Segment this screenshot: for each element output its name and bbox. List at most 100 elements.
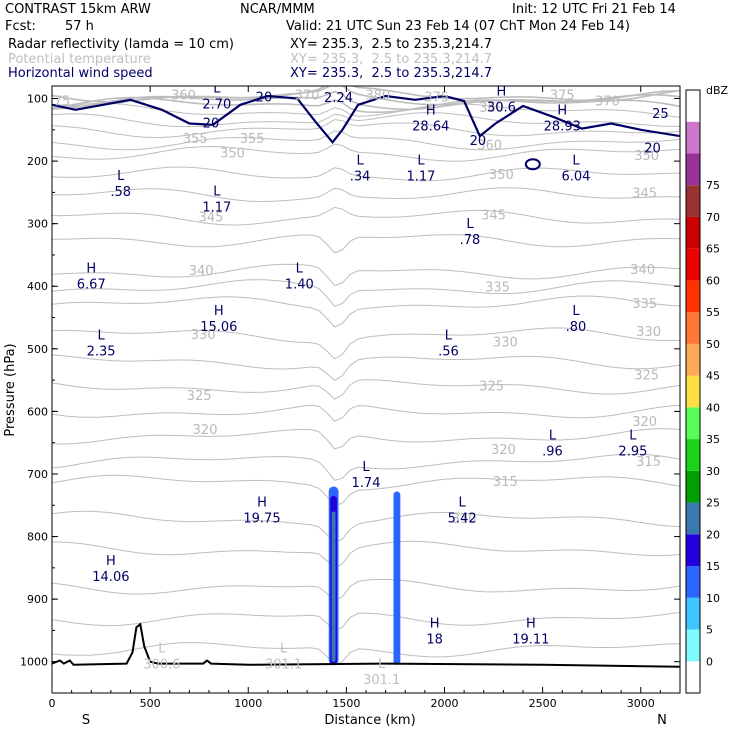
theta-label: 320 <box>632 415 657 430</box>
theta-label: 380 <box>365 88 390 103</box>
extremum-kind: L <box>572 153 580 168</box>
extremum-kind: L <box>378 657 386 672</box>
theta-label: 360 <box>171 88 196 103</box>
theta-label: 320 <box>491 443 516 458</box>
extremum-kind: H <box>214 304 224 319</box>
extremum-kind: L <box>417 153 425 168</box>
wind-contour-label: 20 <box>470 134 487 149</box>
extremum-value: 1.17 <box>202 201 231 216</box>
extremum-value: 2.24 <box>324 91 353 106</box>
field-theta-xy: XY= 235.3, 2.5 to 235.3,214.7 <box>290 52 493 67</box>
wind-contour-label: 20 <box>644 142 661 157</box>
theta-contours <box>52 86 680 666</box>
extremum-kind: L <box>158 641 166 656</box>
wind-contour-label: 20 <box>256 90 273 105</box>
x-tick-label: 2500 <box>529 697 557 710</box>
colorbar-cell <box>686 375 700 408</box>
colorbar-label: 55 <box>706 306 720 319</box>
extremum-value: 6.67 <box>77 278 106 293</box>
theta-label: 345 <box>199 210 224 225</box>
extremum-value: 300.6 <box>143 657 180 672</box>
theta-label: 330 <box>493 336 518 351</box>
colorbar-label: 65 <box>706 243 720 256</box>
theta-contour-line <box>52 187 680 203</box>
colorbar-cell <box>686 661 700 693</box>
extremum-value: .80 <box>566 320 587 335</box>
theta-contour-line <box>52 474 680 507</box>
terrain-line <box>52 622 680 668</box>
extremum-kind: H <box>497 85 507 100</box>
field-wind-xy: XY= 235.3, 2.5 to 235.3,214.7 <box>290 66 493 81</box>
theta-contour-line <box>52 578 680 602</box>
extremum-value: .78 <box>460 233 481 248</box>
colorbar-cell <box>686 407 700 440</box>
x-axis-label: Distance (km) <box>324 713 415 728</box>
y-tick-label: 500 <box>27 343 48 356</box>
theta-contour-line <box>52 279 680 307</box>
org-title: NCAR/MMM <box>240 2 315 17</box>
extremum-value: 5.42 <box>448 512 477 527</box>
extremum-value: 28.64 <box>412 119 449 134</box>
theta-label: 355 <box>240 132 265 147</box>
terrain <box>52 622 680 668</box>
reflectivity-column <box>393 491 401 665</box>
wind-contour-ring <box>524 158 541 171</box>
theta-label: 340 <box>630 263 655 278</box>
colorbar-unit: dBZ <box>706 84 729 97</box>
colorbar-cell <box>686 502 700 535</box>
colorbar-cell <box>686 312 700 344</box>
x-tick-label: 2000 <box>431 697 459 710</box>
theta-contour-line <box>52 540 680 569</box>
colorbar-cell <box>686 248 700 281</box>
extremum-value: 28.93 <box>544 119 581 134</box>
colorbar: 0 5 10 15 20 25 30 35 40 45 50 55 60 65 70 75 dBZ <box>685 84 729 694</box>
colorbar-label: 10 <box>706 592 720 605</box>
theta-label: 335 <box>632 297 657 312</box>
theta-label: 360 <box>479 101 504 116</box>
extremum-value: 1.40 <box>285 278 314 293</box>
theta-label: 370 <box>595 95 620 110</box>
extremum-kind: H <box>526 616 536 631</box>
y-axis-label: Pressure (hPa) <box>3 343 18 436</box>
theta-label: 370 <box>295 88 320 103</box>
theta-label: 315 <box>636 455 661 470</box>
extremum-kind: L <box>459 496 467 511</box>
colorbar-cell <box>686 534 700 567</box>
colorbar-label: 30 <box>706 465 720 478</box>
extremum-value: 15.06 <box>200 320 237 335</box>
wind-contour-label: 20 <box>203 117 220 132</box>
theta-label: 375 <box>424 90 449 105</box>
colorbar-label: 45 <box>706 370 720 383</box>
theta-label: 335 <box>485 280 510 295</box>
colorbar-cell <box>686 439 700 471</box>
extremum-value: 18 <box>426 632 443 647</box>
x-tick-label: 500 <box>140 697 161 710</box>
theta-contour-line <box>52 642 680 666</box>
theta-contour-line <box>52 295 680 328</box>
reflectivity-column <box>331 511 336 662</box>
x-end-label-south: S <box>82 713 90 728</box>
colorbar-cell <box>686 280 700 313</box>
theta-label: 355 <box>183 132 208 147</box>
theta-label: 330 <box>636 325 661 340</box>
y-tick-label: 400 <box>27 280 48 293</box>
theta-contour-line <box>52 428 680 450</box>
extremum-kind: H <box>557 103 567 118</box>
extremum-kind: L <box>445 329 453 344</box>
y-tick-label: 300 <box>27 218 48 231</box>
extremum-value: 30.6 <box>487 101 516 116</box>
theta-contour-line <box>52 143 680 162</box>
colorbar-cell <box>686 566 700 598</box>
model-title: CONTRAST 15km ARW <box>5 2 151 17</box>
extremum-kind: L <box>213 81 221 96</box>
wind-contour-line <box>52 94 680 145</box>
colorbar-cell <box>686 470 700 503</box>
colorbar-label: 0 <box>706 655 713 668</box>
extremum-value: .56 <box>438 345 459 360</box>
field-reflectivity-xy: XY= 235.3, 2.5 to 235.3,214.7 <box>290 37 493 52</box>
colorbar-label: 20 <box>706 528 720 541</box>
theta-label: 310 <box>452 512 477 527</box>
colorbar-cell <box>686 343 700 376</box>
